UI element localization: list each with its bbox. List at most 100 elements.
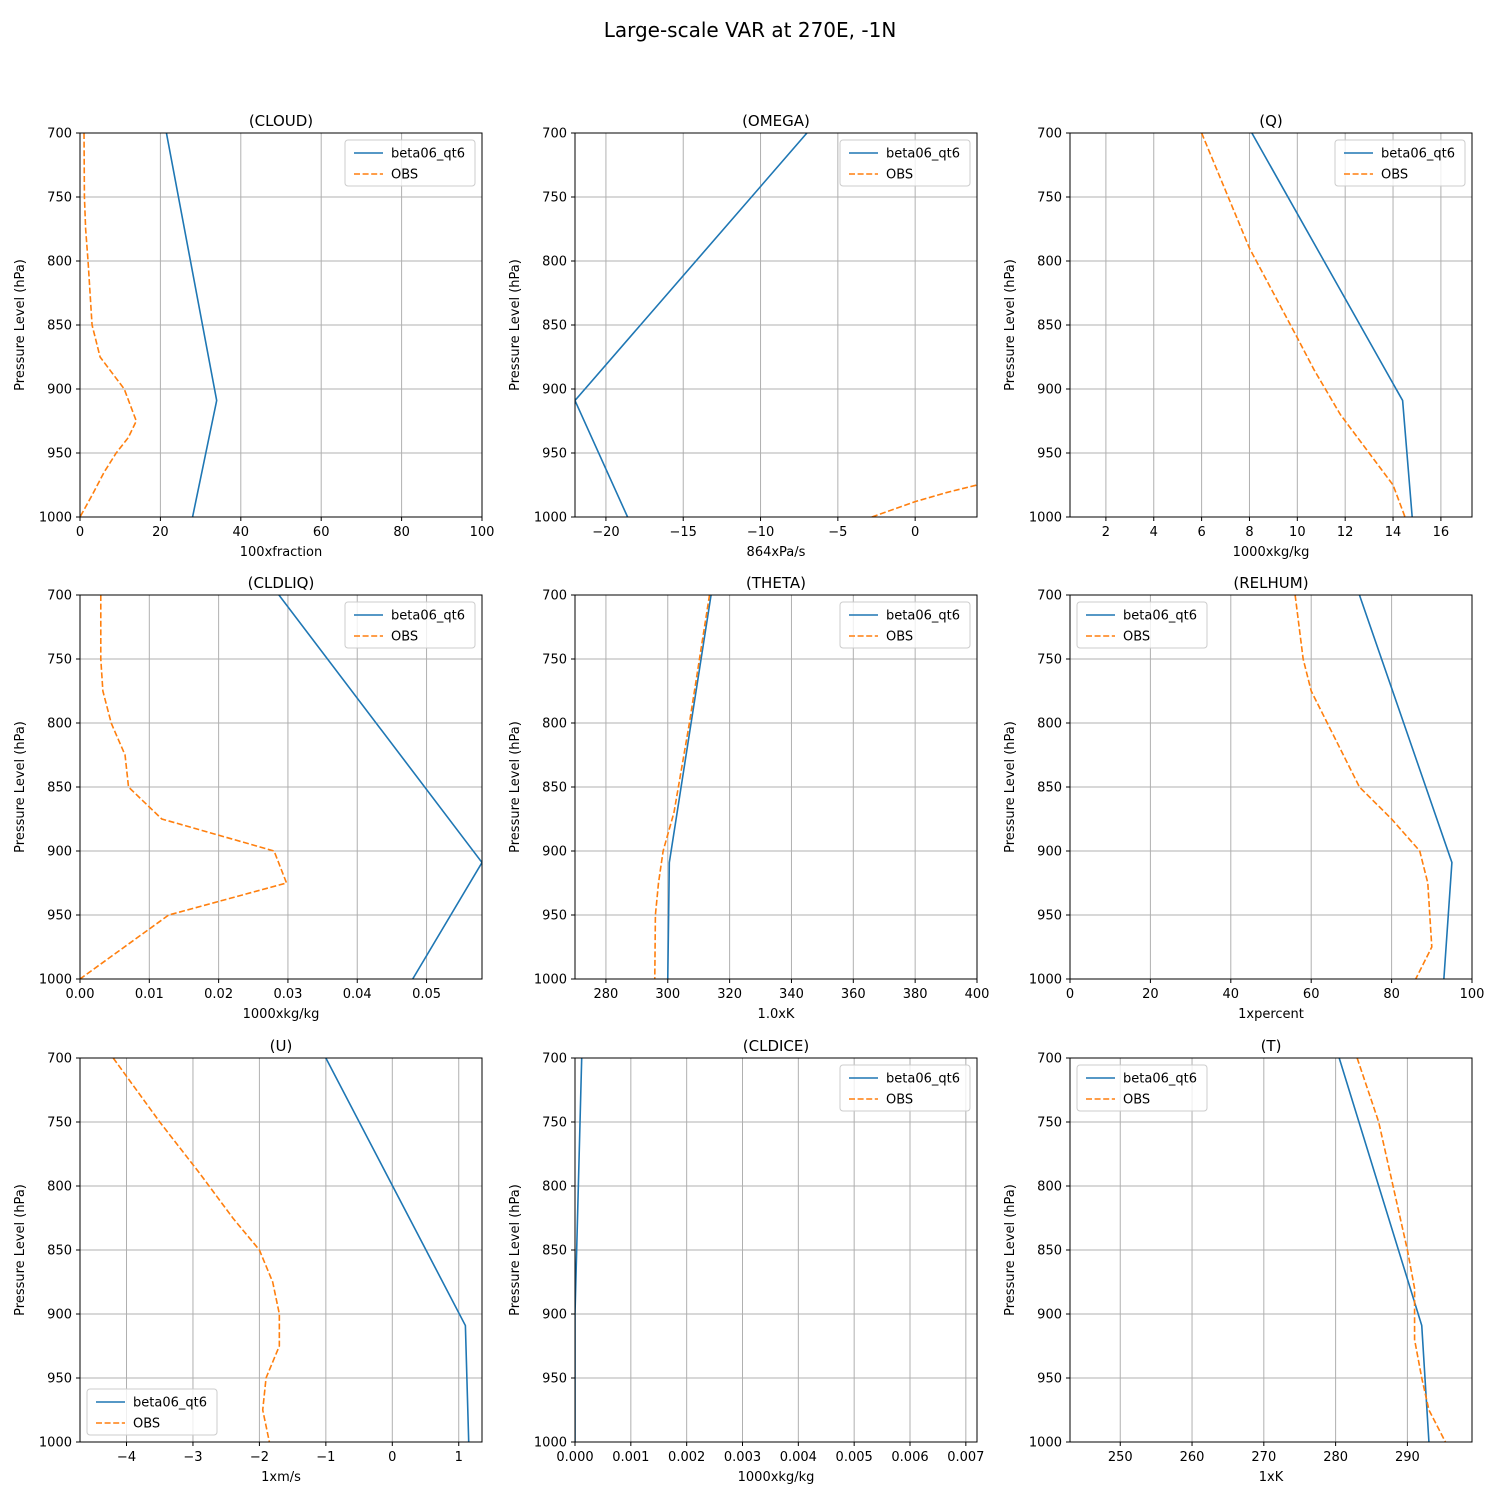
legend: beta06_qt6 OBS: [344, 139, 476, 187]
y-tick-label: 750: [542, 1116, 567, 1131]
legend-label: beta06_qt6: [886, 1072, 960, 1087]
y-tick-label: 700: [47, 589, 72, 604]
y-axis-label: Pressure Level (hPa): [508, 721, 523, 853]
x-tick-label: 0.000: [556, 1450, 593, 1465]
x-tick-label: 14: [1385, 525, 1402, 540]
panel-5: 0 20 40 60 80 100 700 750 800 850 900 950 1000 (RELHU…: [1003, 574, 1484, 1022]
y-tick-label: 700: [542, 127, 567, 142]
y-tick-label: 950: [47, 1372, 72, 1387]
y-tick-label: 850: [1037, 781, 1062, 796]
y-axis-label: Pressure Level (hPa): [1003, 721, 1018, 853]
y-tick-label: 750: [47, 191, 72, 206]
x-tick-label: 80: [1383, 987, 1400, 1002]
y-tick-label: 700: [1037, 589, 1062, 604]
legend-box: [839, 601, 971, 649]
legend-box: [839, 139, 971, 187]
y-tick-label: 1000: [1029, 1436, 1062, 1451]
y-tick-label: 850: [542, 319, 567, 334]
y-tick-label: 750: [1037, 653, 1062, 668]
y-tick-label: 800: [1037, 1180, 1062, 1195]
x-tick-label: 290: [1395, 1450, 1420, 1465]
y-tick-label: 1000: [534, 973, 567, 988]
panel-1: −20 −15 −10 −5 0 700 750 800 850 900 950 1000 (OMEGA…: [508, 112, 978, 560]
series-line-model: [575, 133, 808, 517]
panel-title: (CLOUD): [249, 112, 313, 130]
panel-4: 280 300 320 340 360 380 400 700 750 800 850 900 950 1…: [508, 574, 989, 1022]
legend-label: beta06_qt6: [391, 147, 465, 162]
y-tick-label: 850: [47, 1244, 72, 1259]
panel-8: 250 260 270 280 290 700 750 800 850 900 950 1000 (T)…: [1003, 1037, 1473, 1485]
legend: beta06_qt6 OBS: [1076, 1064, 1208, 1112]
x-tick-label: 270: [1251, 1450, 1276, 1465]
series-line-model: [666, 595, 712, 979]
x-tick-label: −2: [250, 1450, 269, 1465]
x-tick-label: 100: [470, 525, 495, 540]
legend-label: OBS: [1123, 1093, 1150, 1108]
x-tick-label: 0: [1066, 987, 1074, 1002]
x-tick-label: 360: [841, 987, 866, 1002]
x-tick-label: 0.001: [612, 1450, 649, 1465]
y-tick-label: 900: [542, 1308, 567, 1323]
legend-label: beta06_qt6: [886, 609, 960, 624]
legend: beta06_qt6 OBS: [1076, 601, 1208, 649]
y-tick-label: 900: [542, 383, 567, 398]
legend-label: OBS: [133, 1417, 160, 1432]
series-line-model: [1338, 1058, 1430, 1442]
y-tick-label: 800: [542, 255, 567, 270]
legend: beta06_qt6 OBS: [839, 601, 971, 649]
x-tick-label: 0.006: [891, 1450, 928, 1465]
panel-7: 0.000 0.001 0.002 0.003 0.004 0.005 0.006 0.007…: [508, 1037, 984, 1485]
y-axis-label: Pressure Level (hPa): [1003, 259, 1018, 391]
y-tick-label: 700: [47, 127, 72, 142]
legend-box: [1076, 601, 1208, 649]
series-line-model: [1251, 133, 1413, 517]
legend-box: [1076, 1064, 1208, 1112]
y-tick-label: 700: [47, 1052, 72, 1067]
y-tick-label: 700: [542, 1052, 567, 1067]
y-tick-label: 700: [1037, 127, 1062, 142]
x-tick-label: 60: [313, 525, 330, 540]
x-tick-label: 0.003: [724, 1450, 761, 1465]
x-tick-label: 0.02: [204, 987, 233, 1002]
panel-title: (RELHUM): [1233, 574, 1308, 592]
x-tick-label: 300: [655, 987, 680, 1002]
y-tick-label: 900: [542, 845, 567, 860]
x-axis-label: 1xm/s: [261, 1470, 301, 1485]
x-axis-label: 1xK: [1259, 1470, 1284, 1485]
y-tick-label: 850: [47, 781, 72, 796]
x-tick-label: 8: [1245, 525, 1253, 540]
panel-2: 2 4 6 8 10 12 14 16 700 750 800 850 900 950 1000 (Q) 100…: [1003, 112, 1473, 560]
x-tick-label: 0.002: [668, 1450, 705, 1465]
y-axis-label: Pressure Level (hPa): [508, 1184, 523, 1316]
x-tick-label: −4: [117, 1450, 136, 1465]
legend: beta06_qt6 OBS: [839, 139, 971, 187]
y-tick-label: 800: [1037, 717, 1062, 732]
y-tick-label: 800: [47, 717, 72, 732]
y-axis-label: Pressure Level (hPa): [1003, 1184, 1018, 1316]
x-tick-label: 0.05: [412, 987, 441, 1002]
y-tick-label: 700: [1037, 1052, 1062, 1067]
figure-title: Large-scale VAR at 270E, -1N: [604, 18, 897, 42]
legend: beta06_qt6 OBS: [86, 1388, 218, 1436]
x-axis-label: 1.0xK: [758, 1007, 795, 1022]
legend: beta06_qt6 OBS: [839, 1064, 971, 1112]
y-tick-label: 900: [47, 1308, 72, 1323]
y-tick-label: 1000: [534, 1436, 567, 1451]
panel-title: (U): [270, 1037, 293, 1055]
y-tick-label: 900: [1037, 383, 1062, 398]
series-line-obs: [112, 1058, 281, 1442]
x-tick-label: 80: [393, 525, 410, 540]
series-line-obs: [80, 595, 288, 979]
x-tick-label: 4: [1150, 525, 1158, 540]
x-tick-label: 0.004: [780, 1450, 817, 1465]
y-tick-label: 800: [1037, 255, 1062, 270]
legend: beta06_qt6 OBS: [344, 601, 476, 649]
y-tick-label: 800: [542, 717, 567, 732]
series-line-obs: [1294, 595, 1433, 979]
x-tick-label: −10: [747, 525, 774, 540]
x-tick-label: 250: [1108, 1450, 1133, 1465]
x-tick-label: 0: [911, 525, 919, 540]
y-tick-label: 700: [542, 589, 567, 604]
